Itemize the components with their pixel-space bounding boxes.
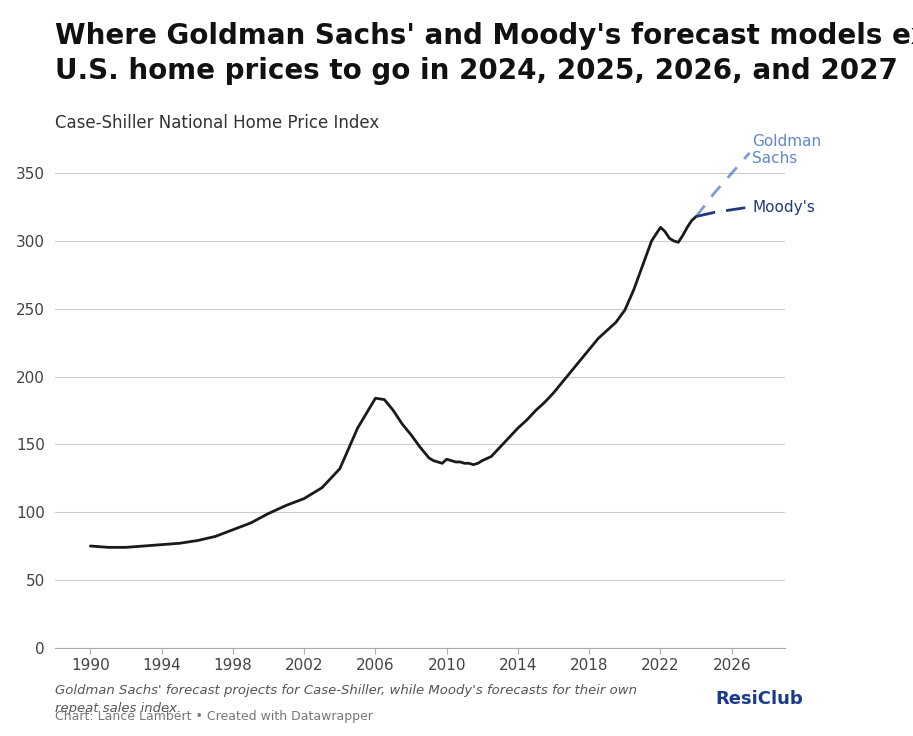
Text: Case-Shiller National Home Price Index: Case-Shiller National Home Price Index bbox=[55, 114, 379, 132]
Text: Goldman
Sachs: Goldman Sachs bbox=[752, 134, 822, 166]
Text: ResiClub: ResiClub bbox=[716, 690, 803, 708]
Text: Chart: Lance Lambert • Created with Datawrapper: Chart: Lance Lambert • Created with Data… bbox=[55, 710, 373, 723]
Text: Moody's: Moody's bbox=[752, 199, 815, 215]
Text: Where Goldman Sachs' and Moody's forecast models expect
U.S. home prices to go i: Where Goldman Sachs' and Moody's forecas… bbox=[55, 22, 913, 85]
Text: Goldman Sachs' forecast projects for Case-Shiller, while Moody's forecasts for t: Goldman Sachs' forecast projects for Cas… bbox=[55, 684, 636, 715]
